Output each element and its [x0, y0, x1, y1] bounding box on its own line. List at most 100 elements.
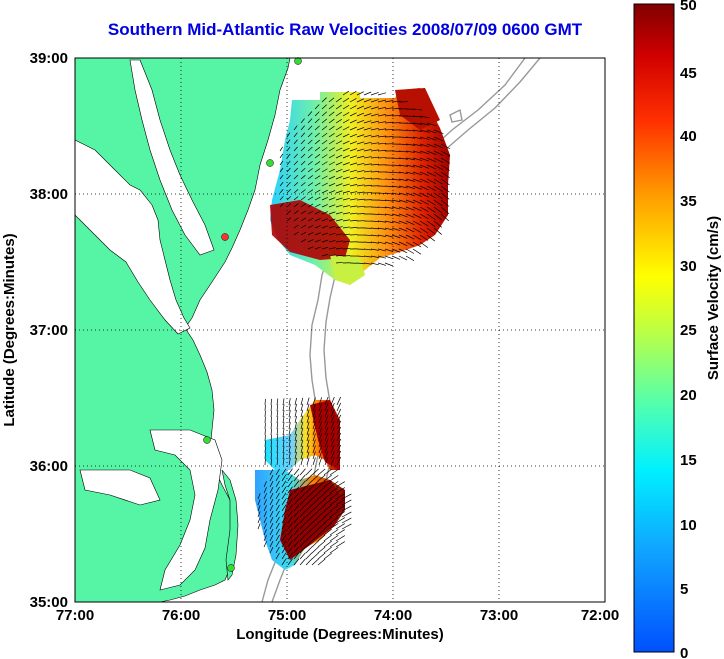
velocity-arrow	[384, 241, 394, 245]
velocity-arrow	[412, 115, 423, 118]
velocity-arrow	[412, 178, 422, 183]
velocity-arrow	[294, 403, 297, 412]
velocity-arrow	[275, 492, 280, 500]
velocity-arrow	[293, 132, 298, 138]
velocity-arrow	[286, 167, 291, 173]
velocity-arrow	[269, 528, 274, 536]
velocity-arrow	[321, 254, 329, 257]
velocity-arrow	[269, 504, 274, 512]
velocity-arrow	[349, 155, 358, 159]
velocity-arrow	[433, 213, 443, 221]
velocity-arrow	[263, 493, 267, 500]
radar-station	[203, 436, 211, 444]
velocity-arrow	[412, 213, 422, 219]
velocity-arrow	[299, 516, 306, 524]
velocity-arrow	[335, 219, 343, 222]
velocity-arrow	[335, 190, 343, 194]
velocity-arrow	[363, 106, 372, 110]
velocity-arrow	[293, 546, 300, 554]
velocity-arrow	[263, 481, 267, 488]
velocity-arrow	[412, 185, 422, 190]
velocity-arrow	[391, 199, 401, 203]
velocity-arrow	[342, 240, 351, 243]
velocity-arrow	[300, 415, 304, 424]
velocity-arrow	[321, 161, 328, 166]
velocity-arrow	[391, 164, 401, 167]
velocity-arrow	[281, 522, 287, 530]
velocity-arrow	[349, 91, 357, 96]
colorbar-tick: 35	[680, 193, 697, 210]
velocity-arrow	[328, 211, 336, 215]
velocity-arrow	[363, 255, 372, 258]
velocity-arrow	[349, 169, 358, 173]
velocity-arrow	[314, 161, 321, 166]
velocity-arrow	[433, 220, 443, 228]
velocity-arrow	[287, 540, 293, 548]
velocity-arrow	[356, 134, 365, 138]
velocity-arrow	[321, 232, 329, 236]
velocity-arrow	[300, 427, 304, 436]
velocity-arrow	[426, 136, 437, 141]
velocity-arrow	[329, 529, 339, 536]
velocity-arrow	[356, 184, 365, 187]
velocity-arrow	[312, 445, 316, 454]
velocity-arrow	[318, 409, 323, 418]
velocity-arrow	[335, 511, 345, 518]
velocity-arrow	[307, 175, 313, 180]
velocity-arrow	[323, 552, 332, 560]
velocity-arrow	[299, 468, 306, 476]
velocity-arrow	[311, 480, 319, 488]
velocity-arrow	[270, 422, 272, 430]
velocity-arrow	[349, 141, 357, 145]
velocity-arrow	[270, 404, 272, 412]
velocity-arrow	[275, 510, 280, 518]
velocity-arrow	[321, 97, 327, 103]
velocity-arrow	[317, 552, 326, 560]
velocity-arrow	[305, 516, 313, 524]
velocity-arrow	[377, 248, 387, 252]
velocity-arrow	[356, 155, 365, 159]
velocity-arrow	[323, 510, 332, 518]
velocity-arrow	[377, 227, 387, 230]
velocity-arrow	[335, 254, 343, 257]
velocity-arrow	[433, 136, 444, 142]
velocity-arrow	[323, 534, 332, 542]
velocity-arrow	[391, 248, 401, 253]
velocity-arrow	[275, 480, 280, 488]
velocity-arrow	[311, 486, 319, 494]
velocity-arrow	[335, 133, 343, 138]
velocity-arrow	[312, 427, 316, 436]
velocity-arrow	[342, 183, 350, 187]
velocity-arrow	[391, 178, 401, 181]
y-tick-label: 39:00	[30, 50, 68, 67]
velocity-arrow	[440, 150, 451, 157]
velocity-arrow	[356, 91, 364, 96]
velocity-arrow	[328, 104, 335, 110]
velocity-arrow	[307, 239, 314, 243]
velocity-arrow	[398, 178, 408, 182]
velocity-arrow	[279, 196, 284, 201]
velocity-arrow	[275, 468, 280, 476]
velocity-arrow	[293, 217, 299, 222]
velocity-arrow	[286, 132, 291, 138]
velocity-arrow	[412, 248, 422, 255]
velocity-arrow	[384, 227, 394, 231]
velocity-arrow	[275, 522, 280, 530]
velocity-arrow	[342, 119, 350, 124]
velocity-arrow	[300, 224, 307, 229]
velocity-arrow	[335, 240, 343, 243]
velocity-arrow	[293, 492, 300, 500]
velocity-arrow	[286, 203, 292, 208]
velocity-arrow	[412, 143, 423, 147]
velocity-arrow	[342, 147, 350, 152]
velocity-arrow	[257, 505, 261, 512]
colorbar-tick: 10	[680, 517, 697, 534]
velocity-arrow	[306, 421, 310, 430]
velocity-arrow	[419, 227, 429, 234]
velocity-arrow	[321, 104, 327, 110]
velocity-arrow	[426, 178, 436, 184]
velocity-arrow	[293, 486, 300, 494]
velocity-arrow	[287, 552, 293, 560]
velocity-arrow	[300, 217, 306, 222]
velocity-arrow	[321, 154, 328, 159]
